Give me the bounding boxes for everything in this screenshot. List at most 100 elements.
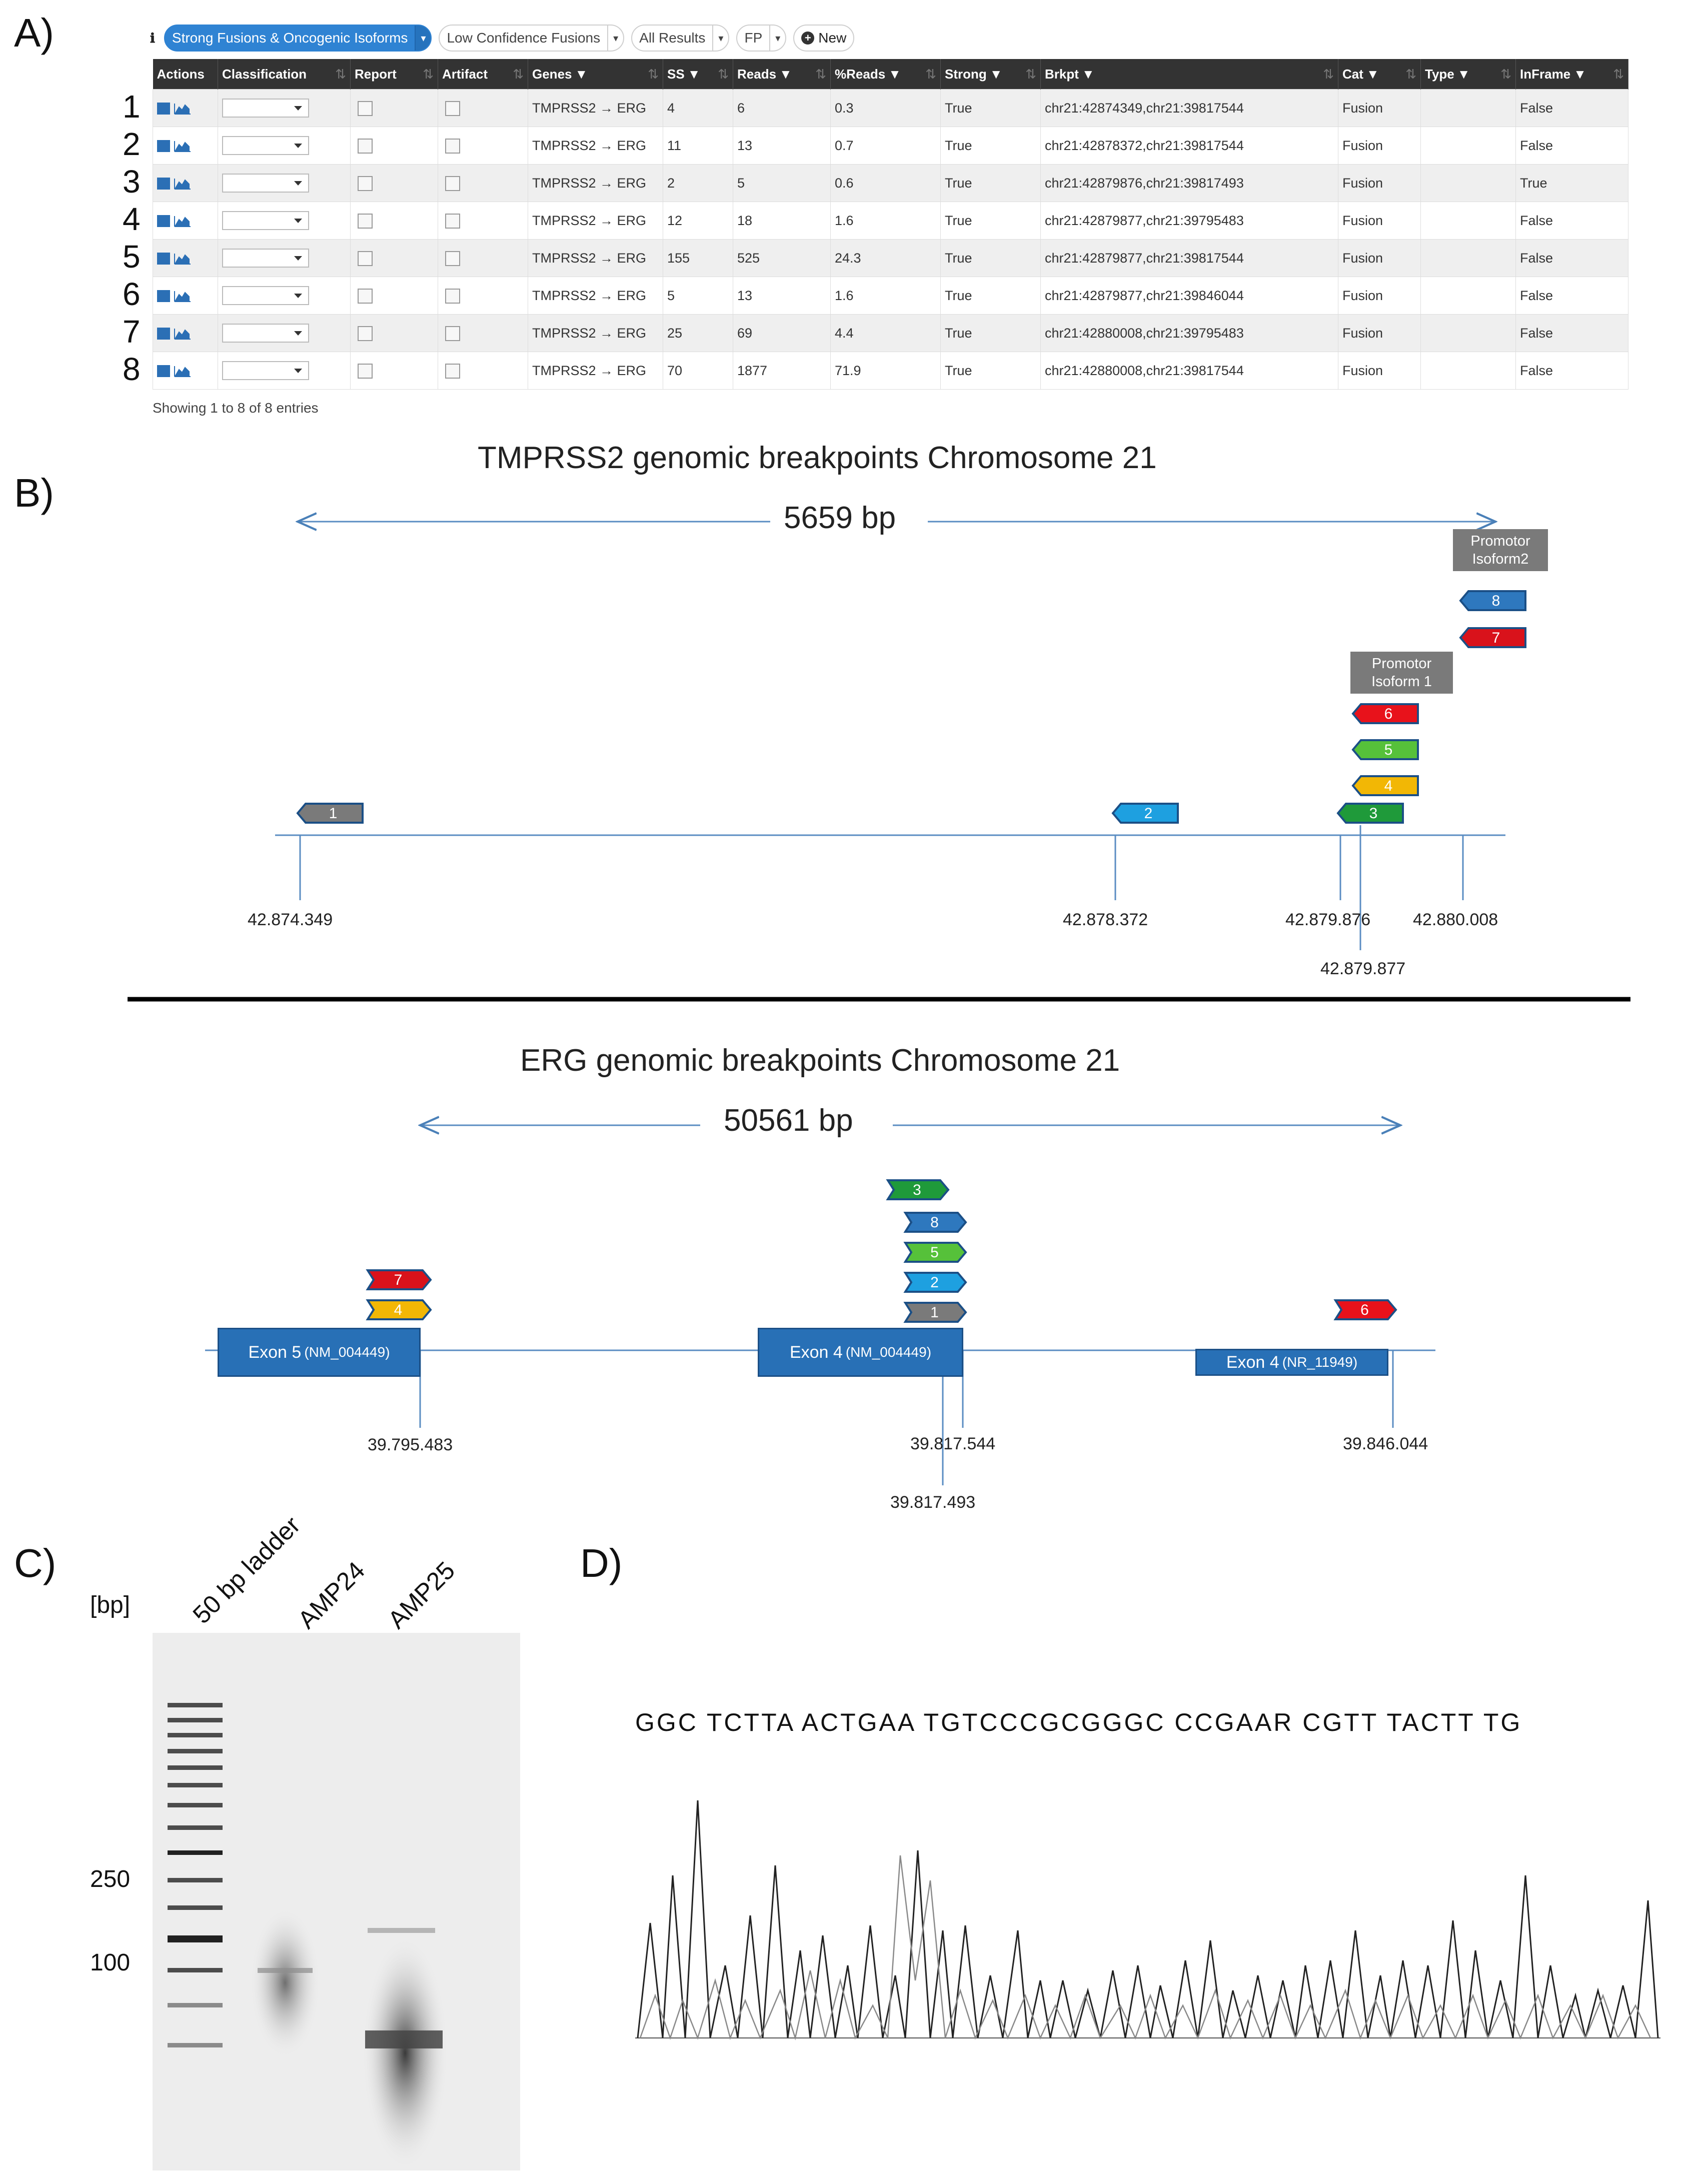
details-icon[interactable] <box>157 103 170 115</box>
cell-actions[interactable] <box>153 164 218 202</box>
column-header-inframe[interactable]: InFrame ▼ ⇅ <box>1515 59 1628 90</box>
sort-icon[interactable]: ⇅ <box>1613 66 1624 82</box>
artifact-checkbox[interactable] <box>445 138 460 154</box>
filter-icon[interactable]: ▼ <box>1081 66 1095 82</box>
chevron-down-icon[interactable]: ▾ <box>712 26 728 51</box>
sort-icon[interactable]: ⇅ <box>815 66 826 82</box>
cell-actions[interactable] <box>153 277 218 315</box>
details-icon[interactable] <box>157 290 170 303</box>
artifact-checkbox[interactable] <box>445 213 460 229</box>
report-checkbox[interactable] <box>358 101 373 116</box>
filter-icon[interactable]: ▼ <box>575 66 588 82</box>
table-row[interactable]: TMPRSS2 → ERG 12 18 1.6 True chr21:42879877,c… <box>153 202 1628 240</box>
column-header-ss[interactable]: SS ▼ ⇅ <box>663 59 733 90</box>
details-icon[interactable] <box>157 215 170 228</box>
column-header-brkpt[interactable]: Brkpt ▼ ⇅ <box>1040 59 1338 90</box>
column-header-cat[interactable]: Cat ▼ ⇅ <box>1338 59 1421 90</box>
column-header-artifact[interactable]: Artifact ⇅ <box>438 59 528 90</box>
cell-actions[interactable] <box>153 314 218 352</box>
cell-actions[interactable] <box>153 352 218 390</box>
report-checkbox[interactable] <box>358 176 373 191</box>
chart-icon[interactable] <box>174 140 191 153</box>
sort-icon[interactable]: ⇅ <box>925 66 936 82</box>
artifact-checkbox[interactable] <box>445 251 460 266</box>
artifact-checkbox[interactable] <box>445 288 460 304</box>
column-header-reads[interactable]: Reads ▼ ⇅ <box>733 59 831 90</box>
details-icon[interactable] <box>157 328 170 340</box>
cell-actions[interactable] <box>153 202 218 240</box>
report-checkbox[interactable] <box>358 251 373 266</box>
cell-actions[interactable] <box>153 89 218 127</box>
sort-icon[interactable]: ⇅ <box>1025 66 1036 82</box>
filter-low-confidence[interactable]: Low Confidence Fusions ▾ <box>439 25 625 52</box>
chevron-down-icon[interactable]: ▾ <box>607 26 623 51</box>
table-row[interactable]: TMPRSS2 → ERG 5 13 1.6 True chr21:42879877,ch… <box>153 277 1628 315</box>
sort-icon[interactable]: ⇅ <box>648 66 659 82</box>
classification-select[interactable] <box>222 249 309 268</box>
table-row[interactable]: TMPRSS2 → ERG 11 13 0.7 True chr21:42878372,c… <box>153 127 1628 165</box>
cell-pct: 0.6 <box>830 164 941 202</box>
table-row[interactable]: TMPRSS2 → ERG 155 525 24.3 True chr21:4287987… <box>153 239 1628 277</box>
artifact-checkbox[interactable] <box>445 101 460 116</box>
chart-icon[interactable] <box>174 328 191 340</box>
details-icon[interactable] <box>157 253 170 265</box>
classification-select[interactable] <box>222 361 309 380</box>
sort-icon[interactable]: ⇅ <box>718 66 729 82</box>
table-row[interactable]: TMPRSS2 → ERG 25 69 4.4 True chr21:42880008,c… <box>153 314 1628 352</box>
report-checkbox[interactable] <box>358 363 373 379</box>
chart-icon[interactable] <box>174 103 191 115</box>
column-header-classification[interactable]: Classification ⇅ <box>218 59 351 90</box>
new-filter-button[interactable]: + New <box>793 25 855 52</box>
column-header-genes[interactable]: Genes ▼ ⇅ <box>528 59 663 90</box>
sort-icon[interactable]: ⇅ <box>1500 66 1511 82</box>
filter-icon[interactable]: ▼ <box>1573 66 1586 82</box>
column-header-reads[interactable]: %Reads ▼ ⇅ <box>830 59 941 90</box>
filter-icon[interactable]: ▼ <box>1366 66 1379 82</box>
filter-icon[interactable]: ▼ <box>687 66 701 82</box>
artifact-checkbox[interactable] <box>445 326 460 341</box>
sort-icon[interactable]: ⇅ <box>1405 66 1416 82</box>
chart-icon[interactable] <box>174 290 191 303</box>
artifact-checkbox[interactable] <box>445 363 460 379</box>
column-header-type[interactable]: Type ▼ ⇅ <box>1420 59 1516 90</box>
chart-icon[interactable] <box>174 365 191 378</box>
report-checkbox[interactable] <box>358 138 373 154</box>
sort-icon[interactable]: ⇅ <box>423 66 434 82</box>
filter-icon[interactable]: ▼ <box>1457 66 1470 82</box>
details-icon[interactable] <box>157 365 170 378</box>
sort-icon[interactable]: ⇅ <box>513 66 524 82</box>
table-row[interactable]: TMPRSS2 → ERG 70 1877 71.9 True chr21:4288000… <box>153 352 1628 390</box>
filter-fp[interactable]: FP ▾ <box>736 25 787 52</box>
details-icon[interactable] <box>157 178 170 190</box>
chevron-down-icon[interactable]: ▾ <box>769 26 785 51</box>
classification-select[interactable] <box>222 99 309 118</box>
cell-actions[interactable] <box>153 127 218 165</box>
classification-select[interactable] <box>222 174 309 193</box>
classification-select[interactable] <box>222 286 309 305</box>
details-icon[interactable] <box>157 140 170 153</box>
column-header-actions[interactable]: Actions <box>153 59 218 90</box>
chart-icon[interactable] <box>174 215 191 228</box>
cell-actions[interactable] <box>153 239 218 277</box>
filter-icon[interactable]: ▼ <box>989 66 1003 82</box>
column-header-strong[interactable]: Strong ▼ ⇅ <box>940 59 1041 90</box>
filter-icon[interactable]: ▼ <box>779 66 792 82</box>
classification-select[interactable] <box>222 211 309 230</box>
filter-strong-fusions[interactable]: Strong Fusions & Oncogenic Isoforms ▾ <box>164 25 432 52</box>
sort-icon[interactable]: ⇅ <box>335 66 346 82</box>
chart-icon[interactable] <box>174 253 191 265</box>
exon-name: Exon 4 <box>789 1342 843 1362</box>
sort-icon[interactable]: ⇅ <box>1323 66 1334 82</box>
column-header-report[interactable]: Report ⇅ <box>350 59 438 90</box>
report-checkbox[interactable] <box>358 288 373 304</box>
info-icon[interactable]: ℹ <box>150 30 155 46</box>
filter-all-results[interactable]: All Results ▾ <box>631 25 730 52</box>
chart-icon[interactable] <box>174 178 191 190</box>
report-checkbox[interactable] <box>358 326 373 341</box>
artifact-checkbox[interactable] <box>445 176 460 191</box>
classification-select[interactable] <box>222 136 309 155</box>
classification-select[interactable] <box>222 324 309 343</box>
report-checkbox[interactable] <box>358 213 373 229</box>
filter-icon[interactable]: ▼ <box>888 66 901 82</box>
table-row[interactable]: TMPRSS2 → ERG 4 6 0.3 True chr21:42874349,chr… <box>153 89 1628 127</box>
